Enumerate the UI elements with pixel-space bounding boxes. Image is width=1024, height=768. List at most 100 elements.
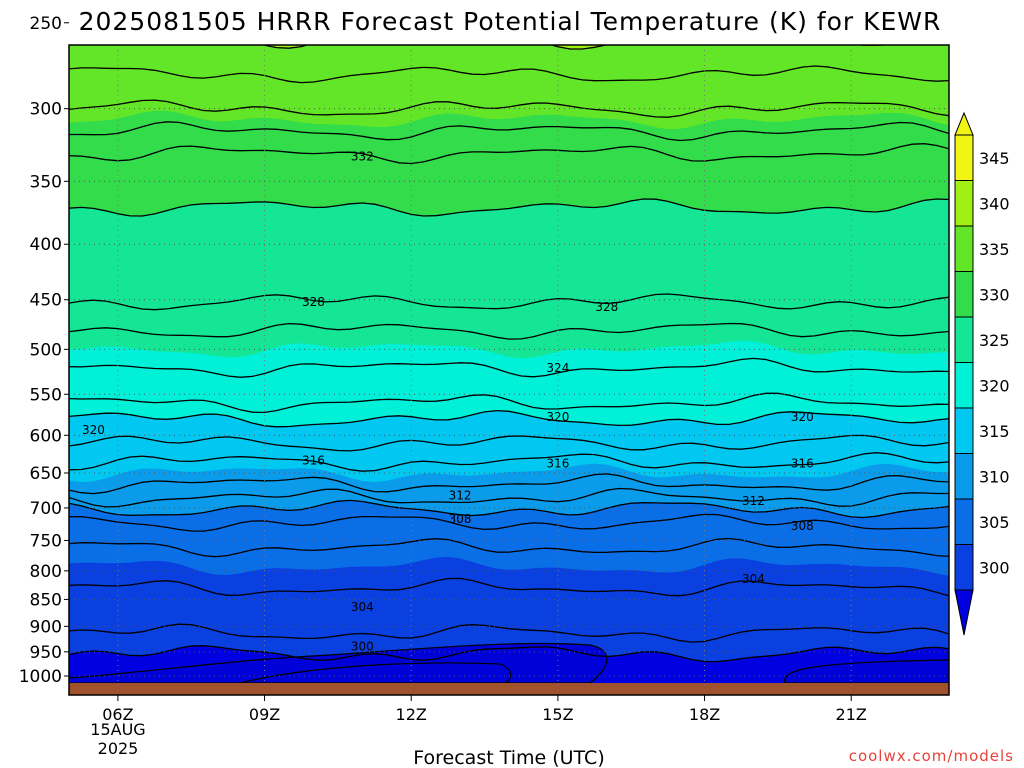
contour-326 [69,322,949,340]
contour-label-304: 304 [351,600,374,614]
contour-label-text: 308 [449,512,472,526]
x-tick-label-06Z: 06Z [102,705,133,724]
plot-frame [68,44,950,696]
date-label-day: 15AUG [90,720,145,739]
contour-label-text: 308 [791,519,814,533]
colorbar-label-320: 320 [979,377,1010,396]
x-tick-label-21Z: 21Z [836,705,867,724]
colorbar-segment-0 [954,134,974,181]
contour-label-text: 312 [449,489,472,503]
y-tick-label-450: 450 [30,291,62,311]
contour-336 [69,99,949,118]
x-tick-label-12Z: 12Z [396,705,427,724]
contour-label-320: 320 [82,423,105,437]
colorbar-segment-7 [954,453,974,500]
y-tick-label-250: 250 [30,14,62,34]
contour-320 [69,409,949,428]
contour-label-text: 320 [82,423,105,437]
y-tick-label-850: 850 [30,590,62,610]
filled-bands [69,45,949,695]
colorbar-segment-6 [954,407,974,454]
colorbar-label-300: 300 [979,559,1010,578]
contour-label-320: 320 [791,410,814,424]
contour-label-text: 304 [351,600,374,614]
colorbar-arrow-bottom [954,589,974,636]
x-axis: 06Z 09Z 12Z 15Z 18Z 21Z [102,695,867,724]
contour-label-320: 320 [546,410,569,424]
contour-label-312: 312 [449,489,472,503]
y-tick-label-750: 750 [30,531,62,551]
contour-label-328: 328 [595,300,618,314]
colorbar-label-330: 330 [979,286,1010,305]
contour-label-text: 312 [742,494,765,508]
contour-318 [69,434,949,452]
y-tick-label-600: 600 [30,426,62,446]
y-tick-label-950: 950 [30,643,62,663]
y-tick-label-650: 650 [30,464,62,484]
contour-334 [69,121,949,142]
contour-label-328: 328 [302,295,325,309]
contour-label-312: 312 [742,494,765,508]
colorbar-segment-3 [954,271,974,318]
contour-label-300: 300 [351,639,374,653]
contour-label-308: 308 [791,519,814,533]
y-tick-label-800: 800 [30,562,62,582]
contour-lines [69,45,949,663]
colorbar-segment-4 [954,316,974,363]
x-axis-label: Forecast Time (UTC) [413,747,604,768]
contour-308 [69,513,949,532]
contour-330 [69,198,949,217]
contour-label-text: 316 [791,456,814,470]
x-tick-label-09Z: 09Z [249,705,280,724]
pocket-inner [239,662,512,684]
band-335 [69,45,949,130]
y-tick-label-350: 350 [30,172,62,192]
contour-300 [69,645,949,663]
contour-label-332: 332 [351,149,374,163]
contour-label-text: 328 [595,300,618,314]
colorbar-label-315: 315 [979,422,1010,441]
contour-304 [69,577,949,597]
colorbar-segment-5 [954,362,974,409]
chart-title: 2025081505 HRRR Forecast Potential Tempe… [79,7,942,36]
y-tick-label-400: 400 [30,235,62,255]
colorbar-label-340: 340 [979,195,1010,214]
y-tick-label-550: 550 [30,385,62,405]
colorbar-segment-1 [954,180,974,227]
contour-label-text: 332 [351,149,374,163]
y-tick-label-500: 500 [30,340,62,360]
credit-text: coolwx.com/models [849,747,1014,765]
colorbar-label-345: 345 [979,149,1010,168]
contour-338 [69,65,949,84]
contour-332 [69,143,949,165]
colorbar-label-335: 335 [979,240,1010,259]
contour-label-316: 316 [302,454,325,468]
contour-label-text: 320 [791,410,814,424]
contour-label-316: 316 [546,456,569,470]
colorbar-segment-2 [954,225,974,272]
y-tick-label-300: 300 [30,100,62,120]
contour-label-304: 304 [742,572,765,586]
colorbar-segment-9 [954,544,974,591]
contour-label-text: 300 [351,639,374,653]
x-tick-label-18Z: 18Z [689,705,720,724]
grid-lines [69,45,949,695]
colorbar-arrow-top [954,111,974,136]
surface-ground [69,683,949,695]
contour-312 [69,487,949,508]
contour-322 [69,392,949,414]
contour-label-text: 304 [742,572,765,586]
contour-306 [69,537,949,558]
contour-310 [69,499,949,519]
contour-label-text: 324 [546,361,569,375]
plot-area: 3443323283283243203203203163163163123123… [69,45,949,695]
contour-302 [69,623,949,643]
contour-label-308: 308 [449,512,472,526]
contour-316 [69,452,949,472]
date-label-year: 2025 [98,739,139,758]
contour-label-324: 324 [546,361,569,375]
y-axis: 250 300 350 400 450 500 550 600 650 700 750 800 850 9… [19,14,69,687]
contour-label-text: 320 [546,410,569,424]
x-tick-label-15Z: 15Z [542,705,573,724]
